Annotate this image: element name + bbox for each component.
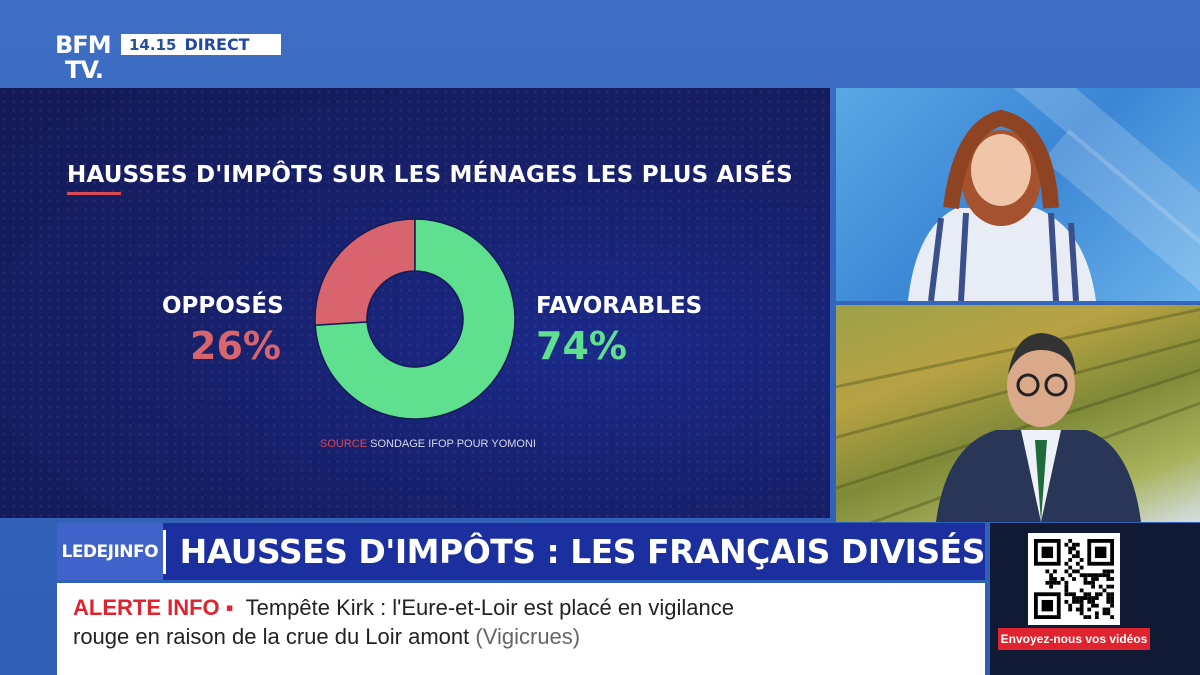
ticker-text-1: Tempête Kirk : l'Eure-et-Loir est placé … [245,595,735,620]
alert-label: ALERTE INFO ▪ [73,595,234,620]
live-label: DIRECT [184,35,250,54]
headline-band: LEDEJINFO HAUSSES D'IMPÔTS : LES FRANÇAI… [57,523,986,580]
chart-source: SOURCE SONDAGE IFOP POUR YOMONI [320,438,536,450]
source-text: SONDAGE IFOP POUR YOMONI [370,438,536,450]
donut-chart [314,218,516,420]
broadcast-time: 14.15 [129,35,177,54]
slice-label-favorables: FAVORABLES [536,293,703,319]
guest-video-feed [836,305,1200,522]
title-accent-line [67,192,121,195]
bfmtv-logo: BFM TV. [55,33,117,83]
ticker-line1: ALERTE INFO ▪ Tempête Kirk : l'Eure-et-Lo… [73,595,734,621]
ticker-line2: rouge en raison de la crue du Loir amont… [73,624,580,650]
guest-figure [936,333,1141,522]
slice-value-favorables: 74% [536,324,627,368]
headline: HAUSSES D'IMPÔTS : LES FRANÇAIS DIVISÉS [162,529,986,574]
ticker-source: (Vigicrues) [475,624,581,649]
donut-slice-favorables [314,218,516,420]
send-videos-cta: Envoyez-nous vos vidéos [998,628,1150,650]
qr-code [1028,533,1120,625]
slice-value-opposes: 26% [190,324,281,368]
slice-label-opposes: OPPOSÉS [162,293,284,319]
logo-line1: BFM [55,31,112,59]
logo-line2: TV. [65,56,104,84]
presenter-video-feed [836,88,1200,301]
program-logo: LEDEJINFO [57,523,163,580]
chart-panel: HAUSSES D'IMPÔTS SUR LES MÉNAGES LES PLU… [0,88,830,518]
time-live-bar: 14.15 DIRECT [121,34,281,55]
news-ticker: ALERTE INFO ▪ Tempête Kirk : l'Eure-et-Lo… [57,583,985,675]
chart-title: HAUSSES D'IMPÔTS SUR LES MÉNAGES LES PLU… [67,162,793,188]
ticker-text-2: rouge en raison de la crue du Loir amont [73,624,470,649]
donut-slice-opposés [314,218,416,327]
presenter-figure [908,109,1096,301]
source-key: SOURCE [320,438,368,450]
qr-code-icon [1034,539,1114,619]
qr-zone: Envoyez-nous vos vidéos [990,523,1200,675]
